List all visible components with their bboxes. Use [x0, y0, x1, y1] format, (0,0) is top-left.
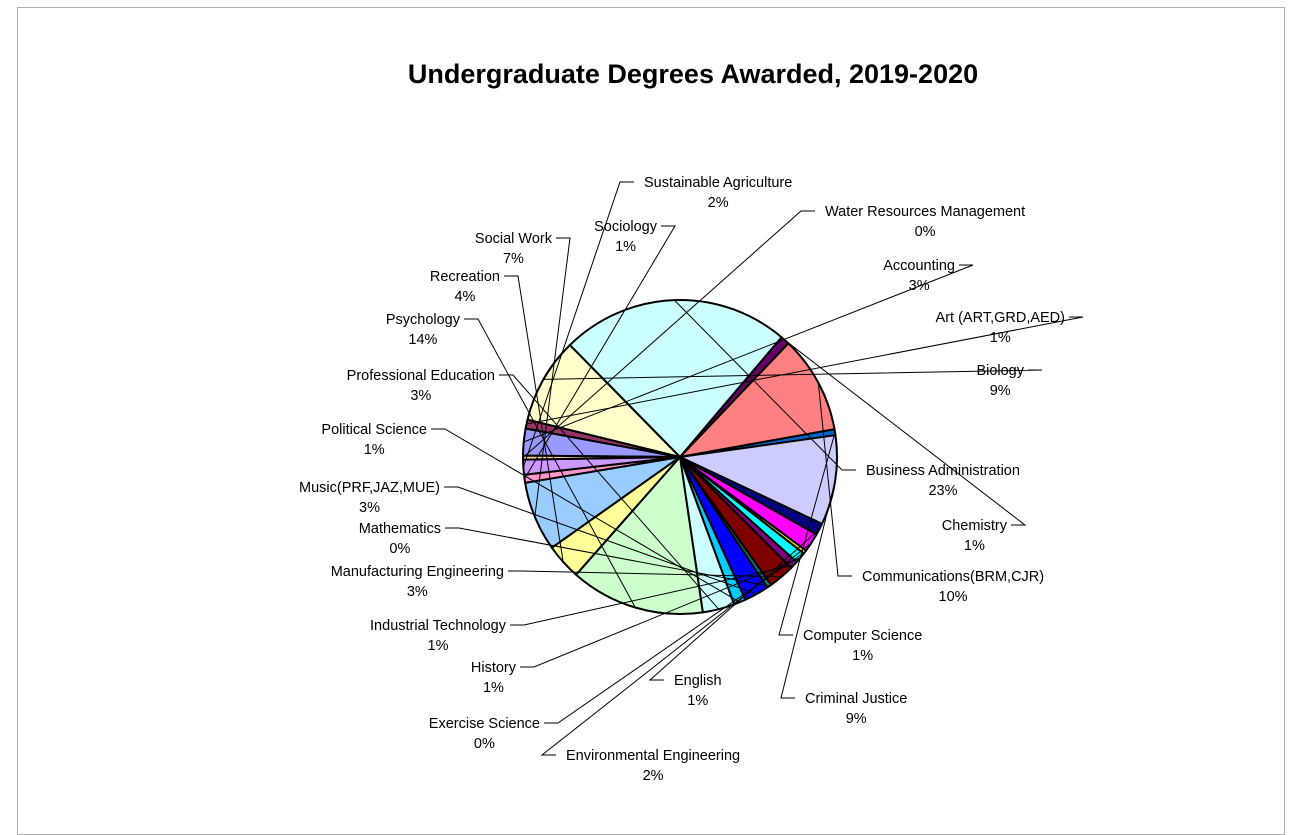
leader-line-psychology: [464, 318, 636, 608]
slice-percent-sociology: 1%: [615, 239, 636, 255]
slice-percent-communications-brm-cjr: 10%: [939, 589, 968, 605]
slice-percent-mathematics: 0%: [389, 541, 410, 557]
slice-label-accounting: Accounting: [883, 258, 955, 274]
slice-percent-computer-science: 1%: [852, 648, 873, 664]
slice-label-psychology: Psychology: [386, 312, 461, 328]
slice-label-political-science: Political Science: [321, 422, 427, 438]
slice-label-manufacturing-engineering: Manufacturing Engineering: [331, 564, 504, 580]
slice-label-social-work: Social Work: [475, 231, 553, 247]
leader-line-communications-brm-cjr: [817, 382, 852, 577]
slice-label-industrial-technology: Industrial Technology: [370, 618, 507, 634]
leader-line-criminal-justice: [780, 480, 836, 699]
slice-percent-history: 1%: [483, 680, 504, 696]
slice-percent-chemistry: 1%: [964, 538, 985, 554]
leader-line-history: [520, 557, 801, 668]
leader-line-recreation: [504, 275, 564, 562]
slice-label-criminal-justice: Criminal Justice: [805, 691, 907, 707]
slice-label-history: History: [471, 660, 517, 676]
leader-line-environmental-engineering: [540, 542, 812, 756]
slice-label-water-resources-management: Water Resources Management: [825, 204, 1025, 220]
leader-line-exercise-science: [544, 551, 806, 724]
slice-label-sustainable-agriculture: Sustainable Agriculture: [644, 175, 792, 191]
slice-label-professional-education: Professional Education: [347, 368, 495, 384]
leader-line-political-science: [431, 428, 741, 603]
slice-percent-sustainable-agriculture: 2%: [708, 195, 729, 211]
slice-percent-social-work: 7%: [503, 251, 524, 267]
slice-percent-political-science: 1%: [364, 442, 385, 458]
slice-percent-criminal-justice: 9%: [846, 711, 867, 727]
slice-percent-recreation: 4%: [454, 289, 475, 305]
leader-line-water-resources-management: [522, 210, 815, 459]
slice-label-biology: Biology: [976, 363, 1024, 379]
leader-line-manufacturing-engineering: [508, 570, 782, 578]
slice-label-mathematics: Mathematics: [359, 521, 441, 537]
leader-line-chemistry: [784, 339, 1027, 526]
leader-line-sustainable-agriculture: [522, 181, 634, 468]
leader-line-computer-science: [778, 432, 836, 636]
slice-percent-water-resources-management: 0%: [915, 224, 936, 240]
slice-percent-art-art-grd-aed: 1%: [990, 330, 1011, 346]
leader-line-sociology: [524, 225, 676, 480]
slice-percent-industrial-technology: 1%: [428, 638, 449, 654]
slice-label-environmental-engineering: Environmental Engineering: [566, 748, 740, 764]
leader-line-accounting: [523, 264, 974, 443]
slice-label-english: English: [674, 673, 722, 689]
chart-title: Undergraduate Degrees Awarded, 2019-2020: [407, 59, 979, 89]
slice-percent-accounting: 3%: [909, 278, 930, 294]
slice-percent-professional-education: 3%: [410, 388, 431, 404]
leader-line-social-work: [534, 237, 571, 517]
slice-label-computer-science: Computer Science: [803, 628, 922, 644]
leader-line-english: [648, 528, 820, 681]
slice-label-chemistry: Chemistry: [942, 518, 1008, 534]
slice-percent-manufacturing-engineering: 3%: [407, 584, 428, 600]
leader-line-music-prf-jaz-mue: [444, 486, 757, 595]
slice-percent-environmental-engineering: 2%: [643, 768, 664, 784]
slice-percent-english: 1%: [687, 693, 708, 709]
slice-label-exercise-science: Exercise Science: [429, 716, 540, 732]
leader-line-art-art-grd-aed: [526, 316, 1084, 425]
slice-label-sociology: Sociology: [594, 219, 658, 235]
slice-percent-psychology: 14%: [408, 332, 437, 348]
slice-percent-biology: 9%: [990, 383, 1011, 399]
leader-line-mathematics: [445, 527, 770, 587]
slice-label-communications-brm-cjr: Communications(BRM,CJR): [862, 569, 1044, 585]
slice-label-music-prf-jaz-mue: Music(PRF,JAZ,MUE): [299, 480, 440, 496]
slice-label-recreation: Recreation: [430, 269, 500, 285]
leader-line-biology: [543, 369, 1043, 380]
slice-percent-business-administration: 23%: [928, 483, 957, 499]
slice-percent-exercise-science: 0%: [474, 736, 495, 752]
leader-line-industrial-technology: [510, 564, 795, 626]
slice-label-art-art-grd-aed: Art (ART,GRD,AED): [936, 310, 1065, 326]
leader-line-business-administration: [673, 299, 856, 471]
slice-percent-music-prf-jaz-mue: 3%: [359, 500, 380, 516]
slice-label-business-administration: Business Administration: [866, 463, 1020, 479]
leader-line-professional-education: [499, 374, 720, 610]
pie-slice-water-resources-management: [522, 454, 681, 461]
